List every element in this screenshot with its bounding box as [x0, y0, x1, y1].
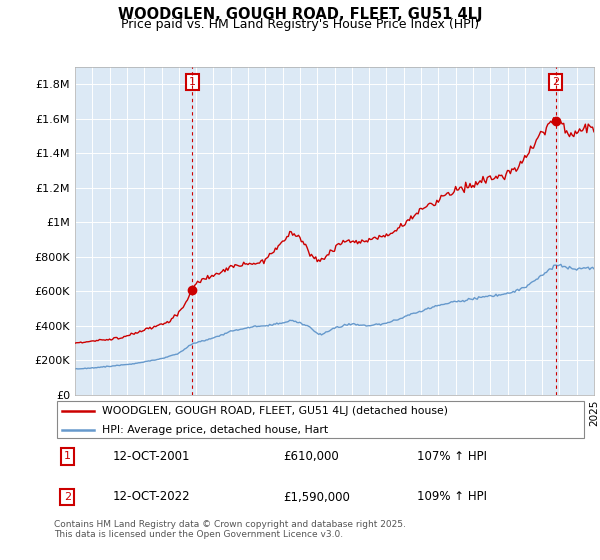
Text: 1: 1 [64, 451, 71, 461]
Text: 2: 2 [552, 77, 559, 87]
Text: WOODGLEN, GOUGH ROAD, FLEET, GU51 4LJ (detached house): WOODGLEN, GOUGH ROAD, FLEET, GU51 4LJ (d… [102, 405, 448, 416]
FancyBboxPatch shape [56, 402, 584, 437]
Text: 12-OCT-2001: 12-OCT-2001 [113, 450, 190, 463]
Text: £610,000: £610,000 [284, 450, 340, 463]
Text: 12-OCT-2022: 12-OCT-2022 [113, 491, 190, 503]
Text: HPI: Average price, detached house, Hart: HPI: Average price, detached house, Hart [102, 424, 328, 435]
Text: WOODGLEN, GOUGH ROAD, FLEET, GU51 4LJ: WOODGLEN, GOUGH ROAD, FLEET, GU51 4LJ [118, 7, 482, 22]
Text: 2: 2 [64, 492, 71, 502]
Text: 1: 1 [189, 77, 196, 87]
Text: 107% ↑ HPI: 107% ↑ HPI [417, 450, 487, 463]
Text: Contains HM Land Registry data © Crown copyright and database right 2025.
This d: Contains HM Land Registry data © Crown c… [54, 520, 406, 539]
Text: £1,590,000: £1,590,000 [284, 491, 350, 503]
Text: 109% ↑ HPI: 109% ↑ HPI [417, 491, 487, 503]
Text: Price paid vs. HM Land Registry's House Price Index (HPI): Price paid vs. HM Land Registry's House … [121, 18, 479, 31]
